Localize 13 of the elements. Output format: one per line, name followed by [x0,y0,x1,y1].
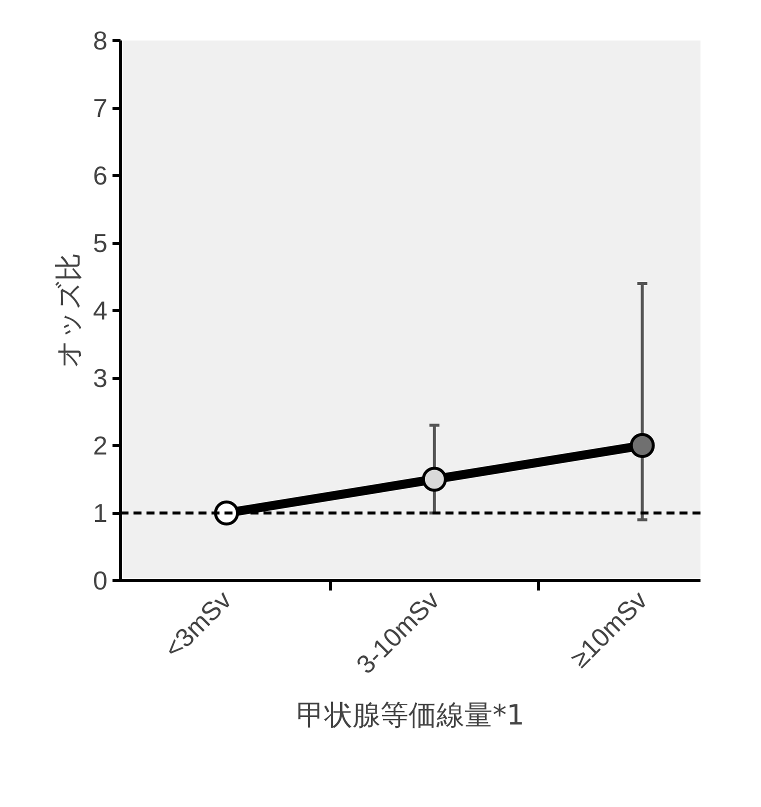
point [630,433,655,458]
x-axis-title: 甲状腺等価線量*1 [296,698,524,732]
y-tick-label: 2 [93,430,108,460]
y-axis-title: オッズ比 [52,253,86,368]
y-tick-label: 1 [93,498,108,528]
y-tick-label: 0 [93,566,108,596]
y-tick-label: 5 [93,228,108,258]
y-tick-label: 4 [93,296,108,326]
y-tick-label: 7 [93,93,108,123]
y-tick-label: 8 [93,26,108,56]
y-tick-label: 3 [93,363,108,393]
point [422,466,447,492]
y-tick-label: 6 [93,160,108,190]
